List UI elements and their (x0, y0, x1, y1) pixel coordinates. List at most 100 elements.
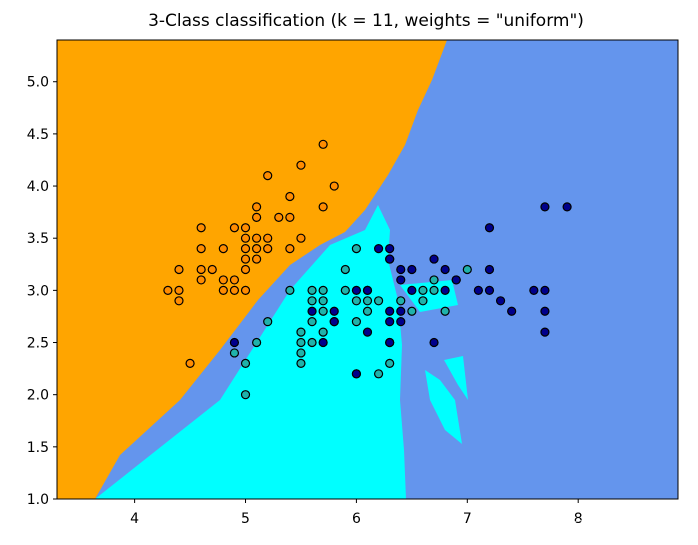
point-class-1 (296, 337, 306, 348)
x-axis: 4 5 6 7 8 (130, 499, 583, 527)
point-class-1 (296, 348, 306, 358)
point-class-2 (396, 264, 406, 275)
x-tick-label: 5 (241, 511, 250, 527)
point-class-1 (351, 244, 362, 254)
point-class-1 (229, 348, 240, 358)
point-class-2 (407, 264, 417, 275)
point-class-1 (307, 337, 317, 348)
point-class-1 (362, 306, 373, 316)
point-class-2 (507, 306, 517, 316)
point-class-1 (240, 358, 251, 368)
point-class-1 (263, 317, 273, 327)
x-tick-label: 8 (574, 511, 583, 527)
decision-regions (57, 40, 678, 499)
point-class-2 (562, 202, 572, 212)
point-class-1 (396, 296, 406, 306)
y-tick-label: 5.0 (27, 75, 49, 91)
point-class-1 (340, 285, 350, 295)
point-class-1 (418, 296, 428, 306)
point-class-2 (540, 202, 550, 212)
point-class-0 (174, 285, 184, 295)
point-class-0 (196, 223, 206, 233)
point-class-1 (318, 285, 328, 295)
point-class-0 (185, 358, 195, 368)
point-class-0 (229, 275, 240, 285)
point-class-2 (484, 285, 495, 295)
point-class-1 (307, 296, 317, 306)
point-class-0 (274, 212, 284, 222)
point-class-2 (529, 285, 539, 295)
point-class-2 (440, 264, 450, 275)
point-class-0 (240, 223, 251, 233)
point-class-1 (252, 337, 262, 348)
point-class-2 (385, 337, 395, 348)
point-class-1 (373, 369, 384, 379)
point-class-2 (396, 317, 406, 327)
point-class-0 (318, 139, 328, 149)
point-class-0 (285, 244, 295, 254)
point-class-2 (329, 306, 339, 316)
y-tick-label: 3.5 (27, 231, 49, 247)
point-class-2 (307, 306, 317, 316)
x-tick-label: 4 (130, 511, 139, 527)
point-class-1 (307, 317, 317, 327)
point-class-0 (218, 275, 228, 285)
point-class-2 (484, 223, 495, 233)
point-class-0 (218, 244, 228, 254)
point-class-0 (285, 212, 295, 222)
y-tick-label: 3.0 (27, 283, 49, 299)
point-class-1 (318, 327, 328, 337)
point-class-1 (373, 296, 384, 306)
point-class-0 (296, 160, 306, 170)
point-class-1 (462, 264, 472, 275)
point-class-0 (240, 254, 251, 264)
point-class-1 (318, 296, 328, 306)
x-tick-label: 6 (352, 511, 361, 527)
point-class-2 (429, 254, 439, 264)
y-tick-label: 4.0 (27, 179, 49, 195)
point-class-0 (296, 233, 306, 243)
point-class-0 (252, 202, 262, 212)
point-class-1 (340, 264, 350, 275)
y-tick-label: 2.5 (27, 336, 49, 352)
point-class-0 (318, 202, 328, 212)
point-class-1 (429, 275, 439, 285)
point-class-1 (407, 306, 417, 316)
point-class-2 (540, 285, 550, 295)
point-class-2 (407, 285, 417, 295)
point-class-2 (473, 285, 483, 295)
point-class-0 (252, 244, 262, 254)
point-class-2 (495, 296, 506, 306)
point-class-2 (329, 317, 339, 327)
point-class-2 (229, 337, 240, 348)
point-class-0 (329, 181, 339, 191)
region-class-1 (95, 205, 406, 499)
point-class-0 (240, 233, 251, 243)
y-axis: 1.0 1.5 2.0 2.5 3.0 3.5 4.0 4.5 5.0 (27, 75, 57, 508)
point-class-1 (418, 285, 428, 295)
point-class-1 (351, 296, 362, 306)
scatter-points (163, 139, 572, 400)
y-tick-label: 1.0 (27, 492, 49, 508)
point-class-2 (385, 244, 395, 254)
point-class-0 (196, 264, 206, 275)
point-class-2 (540, 327, 550, 337)
point-class-0 (229, 223, 240, 233)
y-tick-label: 2.0 (27, 388, 49, 404)
point-class-0 (240, 244, 251, 254)
point-class-2 (362, 327, 373, 337)
point-class-0 (207, 264, 217, 275)
point-class-1 (385, 358, 395, 368)
point-class-1 (429, 285, 439, 295)
point-class-2 (429, 337, 439, 348)
point-class-0 (229, 285, 240, 295)
point-class-2 (362, 285, 373, 295)
point-class-2 (484, 264, 495, 275)
x-tick-label: 7 (463, 511, 472, 527)
point-class-2 (385, 306, 395, 316)
point-class-2 (318, 337, 328, 348)
point-class-0 (285, 191, 295, 202)
point-class-0 (263, 171, 273, 181)
point-class-1 (307, 285, 317, 295)
